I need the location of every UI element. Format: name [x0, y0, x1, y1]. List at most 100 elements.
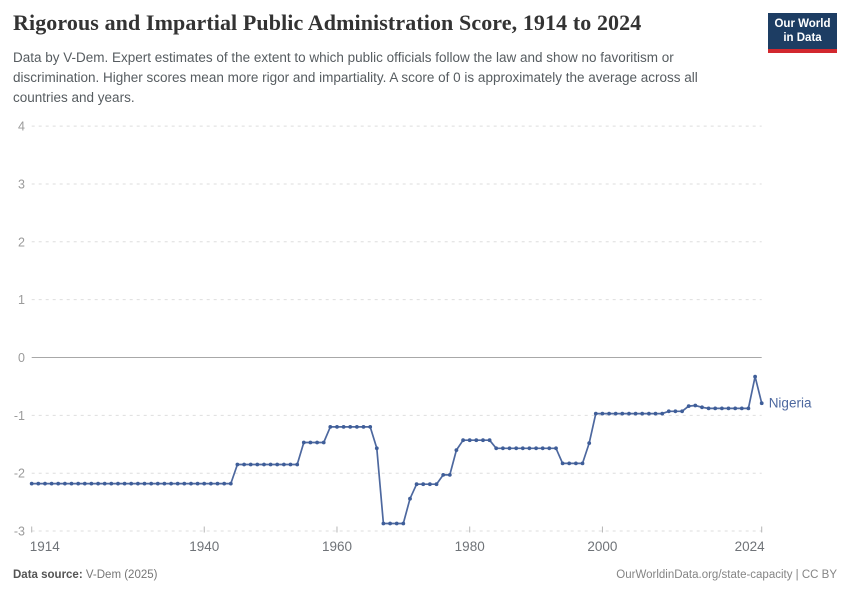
data-point[interactable]: [43, 481, 47, 486]
data-point[interactable]: [481, 438, 485, 443]
data-point[interactable]: [706, 406, 711, 411]
data-point[interactable]: [82, 481, 87, 486]
data-point[interactable]: [288, 462, 293, 467]
data-point[interactable]: [441, 473, 446, 477]
data-point[interactable]: [348, 425, 353, 429]
credit-link[interactable]: OurWorldinData.org/state-capacity | CC B…: [616, 569, 837, 581]
data-point[interactable]: [726, 406, 731, 411]
data-point[interactable]: [587, 441, 592, 445]
data-point[interactable]: [149, 481, 154, 486]
data-point[interactable]: [401, 521, 406, 526]
data-point[interactable]: [49, 481, 54, 486]
data-point[interactable]: [414, 482, 419, 487]
data-point[interactable]: [447, 473, 452, 477]
data-point[interactable]: [182, 481, 187, 486]
data-point[interactable]: [394, 521, 399, 526]
data-point[interactable]: [175, 481, 180, 486]
data-point[interactable]: [593, 411, 598, 416]
data-point[interactable]: [96, 481, 100, 486]
data-point[interactable]: [228, 481, 233, 486]
data-point[interactable]: [613, 411, 618, 416]
data-point[interactable]: [63, 481, 67, 486]
data-point[interactable]: [507, 446, 512, 451]
data-point[interactable]: [129, 481, 134, 486]
data-point[interactable]: [222, 481, 227, 486]
data-point[interactable]: [169, 481, 174, 486]
data-point[interactable]: [162, 481, 167, 486]
data-point[interactable]: [142, 481, 147, 486]
data-point[interactable]: [494, 446, 499, 451]
data-point[interactable]: [520, 446, 525, 451]
data-point[interactable]: [501, 446, 505, 451]
data-point[interactable]: [136, 481, 140, 486]
data-point[interactable]: [739, 406, 744, 411]
data-point[interactable]: [680, 409, 684, 414]
data-point[interactable]: [109, 481, 114, 486]
data-point[interactable]: [102, 481, 107, 486]
data-point[interactable]: [547, 446, 552, 451]
data-point[interactable]: [474, 438, 479, 443]
nigeria-entity-label[interactable]: Nigeria: [769, 396, 812, 411]
data-point[interactable]: [759, 401, 764, 406]
data-point[interactable]: [686, 404, 691, 408]
data-point[interactable]: [361, 425, 366, 429]
data-point[interactable]: [76, 481, 81, 486]
data-point[interactable]: [268, 462, 273, 467]
data-point[interactable]: [647, 411, 651, 416]
data-point[interactable]: [368, 425, 373, 429]
data-point[interactable]: [275, 462, 280, 467]
data-point[interactable]: [607, 411, 611, 416]
data-point[interactable]: [388, 521, 392, 526]
data-point[interactable]: [321, 440, 326, 445]
data-point[interactable]: [69, 481, 74, 486]
data-point[interactable]: [693, 403, 698, 408]
data-point[interactable]: [282, 462, 286, 467]
data-point[interactable]: [600, 411, 605, 416]
data-point[interactable]: [301, 440, 306, 445]
data-point[interactable]: [627, 411, 631, 416]
data-point[interactable]: [514, 446, 519, 451]
data-point[interactable]: [666, 409, 671, 414]
data-point[interactable]: [308, 440, 313, 445]
data-point[interactable]: [487, 438, 492, 443]
data-point[interactable]: [653, 411, 658, 416]
data-point[interactable]: [262, 462, 266, 467]
data-point[interactable]: [36, 481, 41, 486]
data-point[interactable]: [527, 446, 532, 451]
data-point[interactable]: [242, 462, 247, 467]
data-point[interactable]: [89, 481, 94, 486]
data-point[interactable]: [720, 406, 724, 411]
data-point[interactable]: [215, 481, 220, 486]
data-point[interactable]: [202, 481, 207, 486]
data-point[interactable]: [315, 440, 319, 445]
data-source-value[interactable]: V-Dem (2025): [85, 569, 158, 581]
data-point[interactable]: [560, 461, 565, 466]
data-point[interactable]: [122, 481, 127, 486]
owid-logo[interactable]: Our World in Data: [768, 13, 837, 53]
data-point[interactable]: [753, 374, 757, 379]
data-point[interactable]: [434, 482, 439, 487]
data-point[interactable]: [540, 446, 545, 451]
data-point[interactable]: [408, 496, 412, 501]
data-point[interactable]: [328, 425, 333, 429]
data-point[interactable]: [454, 448, 459, 452]
data-point[interactable]: [295, 462, 300, 467]
data-point[interactable]: [116, 481, 120, 486]
data-point[interactable]: [700, 405, 704, 410]
data-point[interactable]: [733, 406, 738, 411]
data-point[interactable]: [381, 521, 386, 526]
data-point[interactable]: [195, 481, 200, 486]
data-point[interactable]: [335, 425, 339, 429]
data-point[interactable]: [467, 438, 472, 443]
data-point[interactable]: [421, 482, 426, 487]
data-point[interactable]: [461, 438, 465, 443]
data-point[interactable]: [155, 481, 160, 486]
data-point[interactable]: [428, 482, 432, 487]
data-point[interactable]: [209, 481, 213, 486]
data-point[interactable]: [554, 446, 558, 451]
data-point[interactable]: [235, 462, 240, 467]
data-point[interactable]: [374, 446, 379, 451]
data-point[interactable]: [355, 425, 359, 429]
data-point[interactable]: [56, 481, 61, 486]
